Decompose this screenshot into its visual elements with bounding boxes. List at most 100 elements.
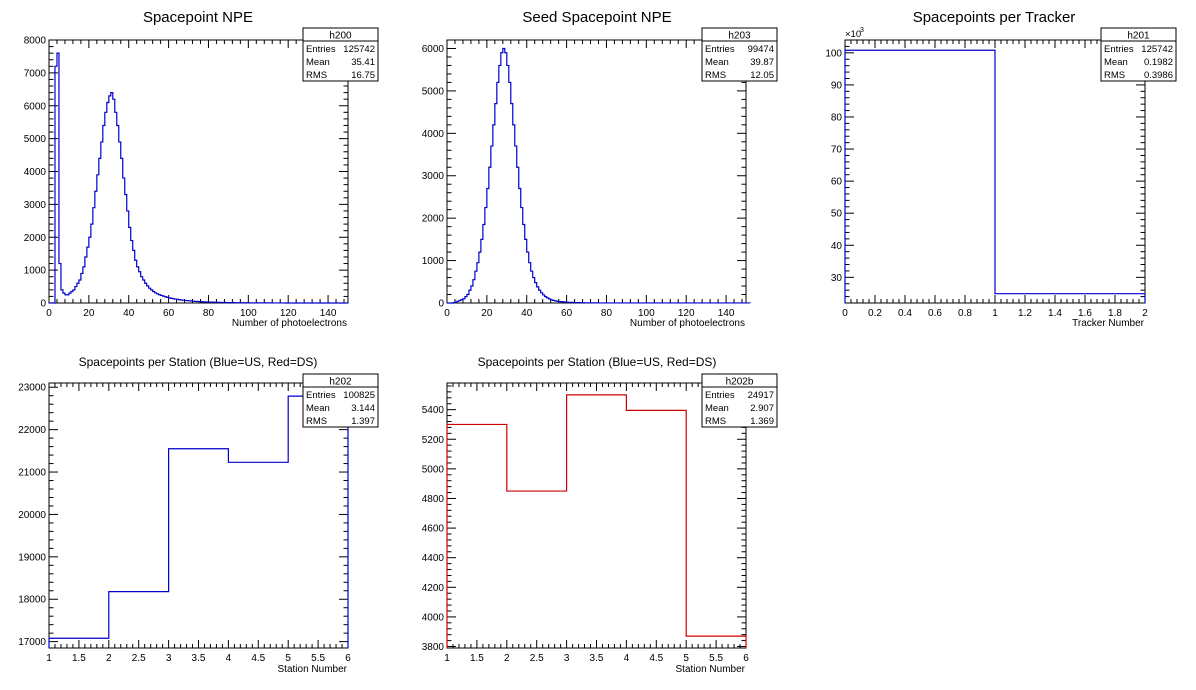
x-tick-label: 6 (345, 653, 351, 664)
y-tick-label: 0 (40, 299, 46, 310)
y-tick-label: 70 (831, 145, 843, 156)
x-tick-label: 1.6 (1078, 308, 1092, 319)
histogram-bins (447, 395, 746, 648)
x-tick-label: 60 (561, 308, 573, 319)
x-tick-label: 0.6 (928, 308, 942, 319)
x-tick-label: 1.5 (72, 653, 86, 664)
x-tick-label: 1 (46, 653, 52, 664)
y-tick-label: 4400 (422, 553, 445, 564)
stats-value-rms: 1.369 (750, 416, 774, 427)
y-axis-exponent: ×10 3 (845, 27, 864, 40)
y-tick-label: 80 (831, 112, 843, 123)
histogram-bin (567, 395, 627, 648)
x-tick-label: 100 (638, 308, 655, 319)
histogram-bin (115, 112, 117, 303)
x-axis-label: Station Number (278, 664, 348, 675)
x-tick-label: 1.5 (470, 653, 484, 664)
histogram-bin (493, 125, 495, 303)
histogram-bin (501, 53, 503, 303)
histogram-bin (111, 93, 113, 303)
stats-label-mean: Mean (705, 403, 729, 414)
y-tick-label: 4200 (422, 583, 445, 594)
histogram-bin (626, 410, 686, 648)
chart-title: Spacepoints per Station (Blue=US, Red=DS… (79, 355, 318, 369)
y-tick-label: 1000 (422, 256, 445, 267)
x-tick-label: 3 (166, 653, 172, 664)
stats-box: h201 Entries 125742 Mean 0.1982 RMS 0.39… (1100, 27, 1177, 82)
y-tick-label: 3000 (422, 171, 445, 182)
y-axis-ticks: 3800 4000 4200 4400 4600 4800 5000 5200 5400 (422, 385, 746, 653)
y-tick-label: 100 (825, 48, 842, 59)
histogram-bin (497, 82, 499, 303)
stats-value-mean: 3.144 (351, 403, 375, 414)
histogram-bin (507, 65, 509, 303)
stats-value-mean: 2.907 (750, 403, 774, 414)
x-tick-label: 80 (601, 308, 613, 319)
histogram-bin (503, 48, 505, 303)
stats-label-entries: Entries (306, 390, 336, 401)
y-tick-label: 30 (831, 273, 843, 284)
x-tick-label: 20 (481, 308, 493, 319)
stats-value-entries: 100825 (343, 390, 375, 401)
y-tick-label: 50 (831, 209, 843, 220)
stats-value-mean: 35.41 (351, 57, 375, 68)
histogram-bin (109, 592, 169, 648)
x-tick-label: 40 (123, 308, 135, 319)
y-tick-label: 6000 (24, 101, 47, 112)
y-tick-label: 40 (831, 241, 843, 252)
y-tick-label: 60 (831, 177, 843, 188)
x-tick-label: 120 (280, 308, 297, 319)
x-tick-label: 1 (992, 308, 998, 319)
histogram-bin (97, 175, 99, 303)
panel-spacepoints-per-station-ds: Spacepoints per Station (Blue=US, Red=DS… (422, 355, 778, 675)
x-tick-label: 4 (226, 653, 232, 664)
stats-box: h203 Entries 99474 Mean 39.87 RMS 12.05 (701, 27, 778, 82)
histogram-bin (113, 99, 115, 303)
y-tick-label: 4800 (422, 494, 445, 505)
chart-title: Seed Spacepoint NPE (522, 9, 671, 26)
histogram-bin (228, 462, 288, 648)
x-tick-label: 0.8 (958, 308, 972, 319)
y-tick-label: 5400 (422, 405, 445, 416)
histogram-bin (515, 146, 517, 303)
x-axis-label: Number of photoelectrons (630, 318, 745, 329)
exponent-power: 3 (860, 27, 864, 34)
x-tick-label: 80 (203, 308, 215, 319)
histogram-bin (513, 125, 515, 303)
x-tick-label: 0 (444, 308, 450, 319)
x-tick-label: 2 (1142, 308, 1148, 319)
histogram-bin (121, 158, 123, 303)
histogram-line (48, 395, 349, 648)
stats-value-entries: 125742 (1141, 44, 1173, 55)
x-tick-label: 2.5 (530, 653, 544, 664)
panel-seed-spacepoint-npe: Seed Spacepoint NPE 01000200030004000500… (422, 9, 778, 329)
histogram-bin (447, 424, 507, 648)
panel-spacepoint-npe: Spacepoint NPE 0100020003000400050006000… (24, 9, 379, 329)
stats-label-entries: Entries (705, 390, 735, 401)
stats-label-mean: Mean (306, 403, 330, 414)
x-tick-label: 0.4 (898, 308, 912, 319)
x-tick-label: 0 (46, 308, 52, 319)
y-tick-label: 0 (438, 299, 444, 310)
stats-label-entries: Entries (705, 44, 735, 55)
y-tick-label: 3000 (24, 200, 47, 211)
histogram-line (844, 49, 1146, 303)
y-tick-label: 8000 (24, 36, 47, 47)
y-tick-label: 2000 (24, 233, 47, 244)
stats-label-entries: Entries (1104, 44, 1134, 55)
x-tick-label: 3 (564, 653, 570, 664)
y-axis-ticks: 0 1000 2000 3000 4000 5000 6000 7000 8000 (24, 36, 348, 310)
x-tick-label: 1.8 (1108, 308, 1122, 319)
stats-value-rms: 12.05 (750, 70, 774, 81)
histogram-bin (103, 125, 105, 303)
histogram-bin (107, 102, 109, 303)
x-axis-ticks: 1 1.5 2 2.5 3 3.5 4 4.5 5 5.5 6 (444, 383, 749, 664)
y-tick-label: 5000 (24, 134, 47, 145)
x-tick-label: 120 (678, 308, 695, 319)
x-tick-label: 20 (83, 308, 95, 319)
x-tick-label: 4.5 (251, 653, 265, 664)
x-axis-ticks: 1 1.5 2 2.5 3 3.5 4 4.5 5 5.5 6 (46, 383, 351, 664)
y-tick-label: 5200 (422, 435, 445, 446)
stats-value-mean: 0.1982 (1144, 57, 1173, 68)
y-tick-label: 23000 (18, 383, 46, 394)
